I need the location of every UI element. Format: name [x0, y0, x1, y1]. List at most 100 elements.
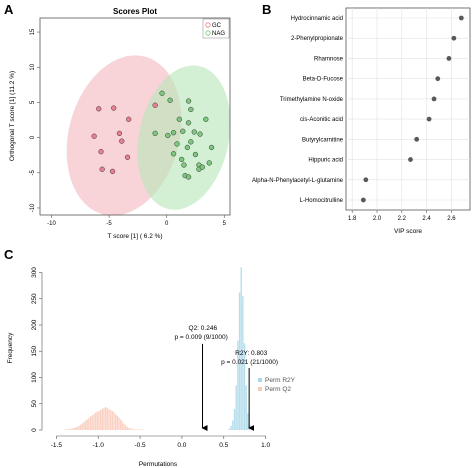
- vip-x-tick-label: 2.2: [398, 216, 407, 222]
- x-tick-label: 5: [223, 221, 227, 227]
- permutation-y-label: Frequency: [7, 332, 14, 363]
- vip-category-label: Hippuric acid: [308, 158, 343, 164]
- point-nag: [192, 151, 199, 158]
- bar-perm-r2y: [247, 413, 249, 430]
- bar-perm-r2y: [235, 385, 237, 430]
- bar-perm-r2y: [230, 425, 232, 430]
- bar-perm-r2y: [240, 267, 242, 430]
- bar-perm-q2: [98, 411, 100, 430]
- bar-perm-q2: [79, 424, 82, 430]
- vip-x-label: VIP score: [394, 228, 422, 235]
- bar-perm-q2: [114, 414, 117, 430]
- point-nag: [176, 116, 182, 122]
- y-tick-label: 200: [31, 319, 38, 330]
- permutation-plot: -1.5 -1.0 -0.5 0.0 0.5 1.0 0 50 100 150 200 250 300…: [7, 267, 296, 468]
- y-tick-label: 300: [31, 267, 38, 278]
- bar-perm-q2: [113, 412, 115, 430]
- legend-swatch-perm-q2: [258, 387, 262, 391]
- y-tick-label: 100: [31, 372, 38, 383]
- scores-x-axis: -10 -5 0 5: [47, 215, 227, 227]
- bar-perm-q2: [81, 423, 83, 430]
- legend-label-nag: NAG: [212, 31, 225, 37]
- bar-perm-q2: [71, 428, 73, 430]
- bar-perm-q2: [104, 406, 107, 430]
- y-tick-label: 150: [31, 345, 38, 356]
- vip-point: [363, 177, 369, 183]
- panel-label-c: C: [4, 247, 14, 262]
- bar-perm-q2: [86, 419, 88, 430]
- vip-point: [360, 197, 366, 203]
- bar-perm-q2: [103, 407, 105, 430]
- point-nag: [170, 151, 177, 157]
- bar-perm-q2: [69, 428, 72, 430]
- point-gc: [91, 133, 97, 139]
- bar-perm-q2: [94, 412, 97, 430]
- point-gc: [111, 105, 117, 111]
- point-nag: [178, 156, 185, 163]
- vip-category-label: Trimethylamine N-oxide: [280, 97, 344, 103]
- vip-category-label: Rhamnose: [314, 56, 344, 62]
- point-gc: [152, 102, 158, 108]
- annotation-line1: Q2: 0.246: [189, 325, 218, 332]
- vip-category-label: Hydrocinnamic acid: [291, 16, 343, 22]
- bar-perm-q2: [116, 415, 119, 430]
- bar-perm-q2: [130, 428, 132, 430]
- vip-x-axis: 1.8 2.0 2.2 2.4 2.6: [348, 210, 456, 222]
- bar-perm-q2: [131, 428, 134, 430]
- point-nag: [206, 160, 212, 166]
- bar-perm-q2: [101, 409, 103, 430]
- scores-legend: GC NAG: [202, 18, 230, 39]
- bar-perm-q2: [76, 426, 78, 430]
- point-nag: [203, 116, 209, 122]
- bar-perm-q2: [66, 429, 68, 430]
- point-gc: [109, 168, 116, 175]
- vip-category-label: Alpha-N-Phenylacetyl-L-glutamine: [252, 178, 344, 184]
- point-nag: [188, 139, 194, 145]
- y-tick-label: 250: [31, 293, 38, 304]
- bar-perm-r2y: [233, 409, 236, 430]
- vip-point: [451, 35, 457, 41]
- vip-category-label: cis-Aconitic acid: [300, 117, 343, 123]
- legend-marker-gc: [205, 22, 211, 28]
- point-gc: [98, 149, 104, 155]
- point-nag: [185, 120, 192, 126]
- panel-label-b: B: [262, 2, 271, 17]
- scores-title: Scores Plot: [113, 7, 157, 16]
- vip-point: [446, 56, 452, 61]
- x-tick-label: 0.5: [219, 442, 228, 449]
- y-tick-label: -10: [30, 203, 36, 212]
- bar-perm-q2: [118, 417, 120, 430]
- bar-perm-q2: [83, 422, 85, 430]
- bar-perm-q2: [123, 423, 125, 430]
- point-nag: [167, 97, 173, 103]
- permutation-legend: Perm R2Y Perm Q2: [258, 377, 296, 393]
- bar-perm-q2: [138, 429, 140, 430]
- point-nag: [188, 106, 194, 113]
- y-tick-label: -5: [30, 169, 36, 175]
- point-nag: [170, 130, 177, 136]
- x-tick-label: 1.0: [261, 442, 270, 449]
- bar-perm-r2y: [238, 292, 241, 430]
- permutation-histogram: [64, 267, 251, 430]
- bar-perm-q2: [84, 420, 87, 430]
- vip-grid: [346, 8, 470, 210]
- x-tick-label: 0: [165, 221, 169, 227]
- bar-perm-q2: [88, 417, 90, 430]
- bar-perm-q2: [99, 410, 102, 430]
- bar-perm-q2: [109, 410, 112, 430]
- vip-category-label: Butyrylcarnitine: [302, 137, 344, 143]
- y-tick-label: 0: [30, 135, 36, 139]
- x-tick-label: 0.0: [177, 442, 186, 449]
- bar-perm-q2: [93, 414, 95, 430]
- scores-points: [91, 90, 215, 180]
- point-nag: [191, 129, 197, 135]
- bar-perm-q2: [96, 411, 98, 430]
- bar-perm-r2y: [228, 428, 231, 430]
- panel-label-a: A: [4, 2, 14, 17]
- bar-perm-q2: [91, 415, 93, 430]
- bar-perm-q2: [68, 428, 70, 430]
- annotation-line1: R2Y: 0.803: [235, 350, 268, 357]
- bar-perm-q2: [133, 429, 135, 430]
- point-nag: [197, 131, 203, 137]
